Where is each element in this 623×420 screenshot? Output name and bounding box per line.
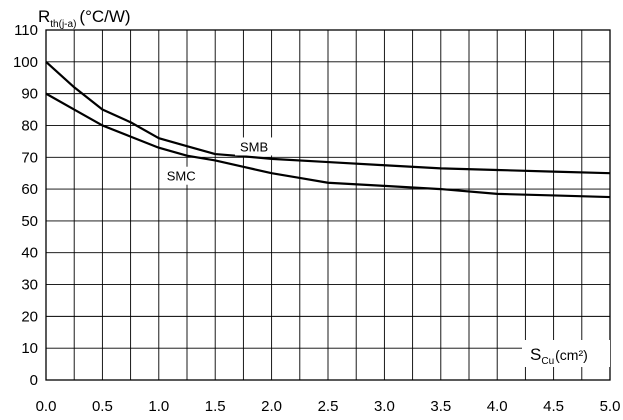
y-tick-labels: 0 10 20 30 40 50 60 70 80 90 100 110 <box>13 22 38 389</box>
x-tick-labels: 0.0 0.5 1.0 1.5 2.0 2.5 3.0 3.5 4.0 4.5 5.0 <box>36 398 621 415</box>
y-tick-label: 100 <box>13 54 38 71</box>
x-axis-title: SCu(cm²) <box>530 345 588 367</box>
series-line-smb <box>45 61 611 175</box>
y-axis-title-unit: (°C/W) <box>79 7 130 26</box>
series-label-smc: SMC <box>167 169 196 184</box>
x-tick-label: 3.5 <box>430 398 451 415</box>
y-tick-label: 60 <box>21 181 38 198</box>
series-labels: SMB SMC <box>161 137 278 185</box>
y-tick-label: 40 <box>21 245 38 262</box>
y-axis-title: Rth(j-a) (°C/W) <box>38 7 131 30</box>
series-lines <box>45 61 611 199</box>
series-label-bg-smb <box>235 137 278 156</box>
grid <box>45 29 611 381</box>
x-tick-label: 2.0 <box>261 398 282 415</box>
series-line-smc <box>45 92 611 199</box>
y-tick-label: 20 <box>21 308 38 325</box>
x-tick-label: 4.0 <box>487 398 508 415</box>
y-tick-label: 30 <box>21 277 38 294</box>
x-tick-label: 0.0 <box>36 398 57 415</box>
plot-border <box>45 29 611 381</box>
y-tick-label: 80 <box>21 117 38 134</box>
plot-frame <box>45 29 611 381</box>
y-axis-title-main: R <box>38 7 50 26</box>
x-tick-label: 0.5 <box>92 398 113 415</box>
y-tick-label: 90 <box>21 86 38 103</box>
x-tick-label: 1.5 <box>205 398 226 415</box>
x-axis-title-unit: (cm²) <box>555 347 588 363</box>
y-tick-label: 10 <box>21 340 38 357</box>
x-axis-title-main: S <box>530 345 541 364</box>
y-tick-label: 110 <box>14 22 38 39</box>
y-tick-label: 70 <box>21 149 38 166</box>
y-tick-label: 50 <box>21 213 38 230</box>
x-tick-label: 4.5 <box>543 398 564 415</box>
y-tick-label: 0 <box>30 372 38 389</box>
series-label-bg-smc <box>161 166 204 185</box>
x-tick-label: 2.5 <box>318 398 339 415</box>
x-axis-title-bg <box>522 340 610 367</box>
x-tick-label: 5.0 <box>600 398 621 415</box>
series-label-smb: SMB <box>240 139 268 154</box>
y-axis-title-sub: th(j-a) <box>50 19 76 30</box>
x-tick-label: 3.0 <box>374 398 395 415</box>
x-axis-title-sub: Cu <box>541 356 554 367</box>
x-tick-label: 1.0 <box>148 398 169 415</box>
